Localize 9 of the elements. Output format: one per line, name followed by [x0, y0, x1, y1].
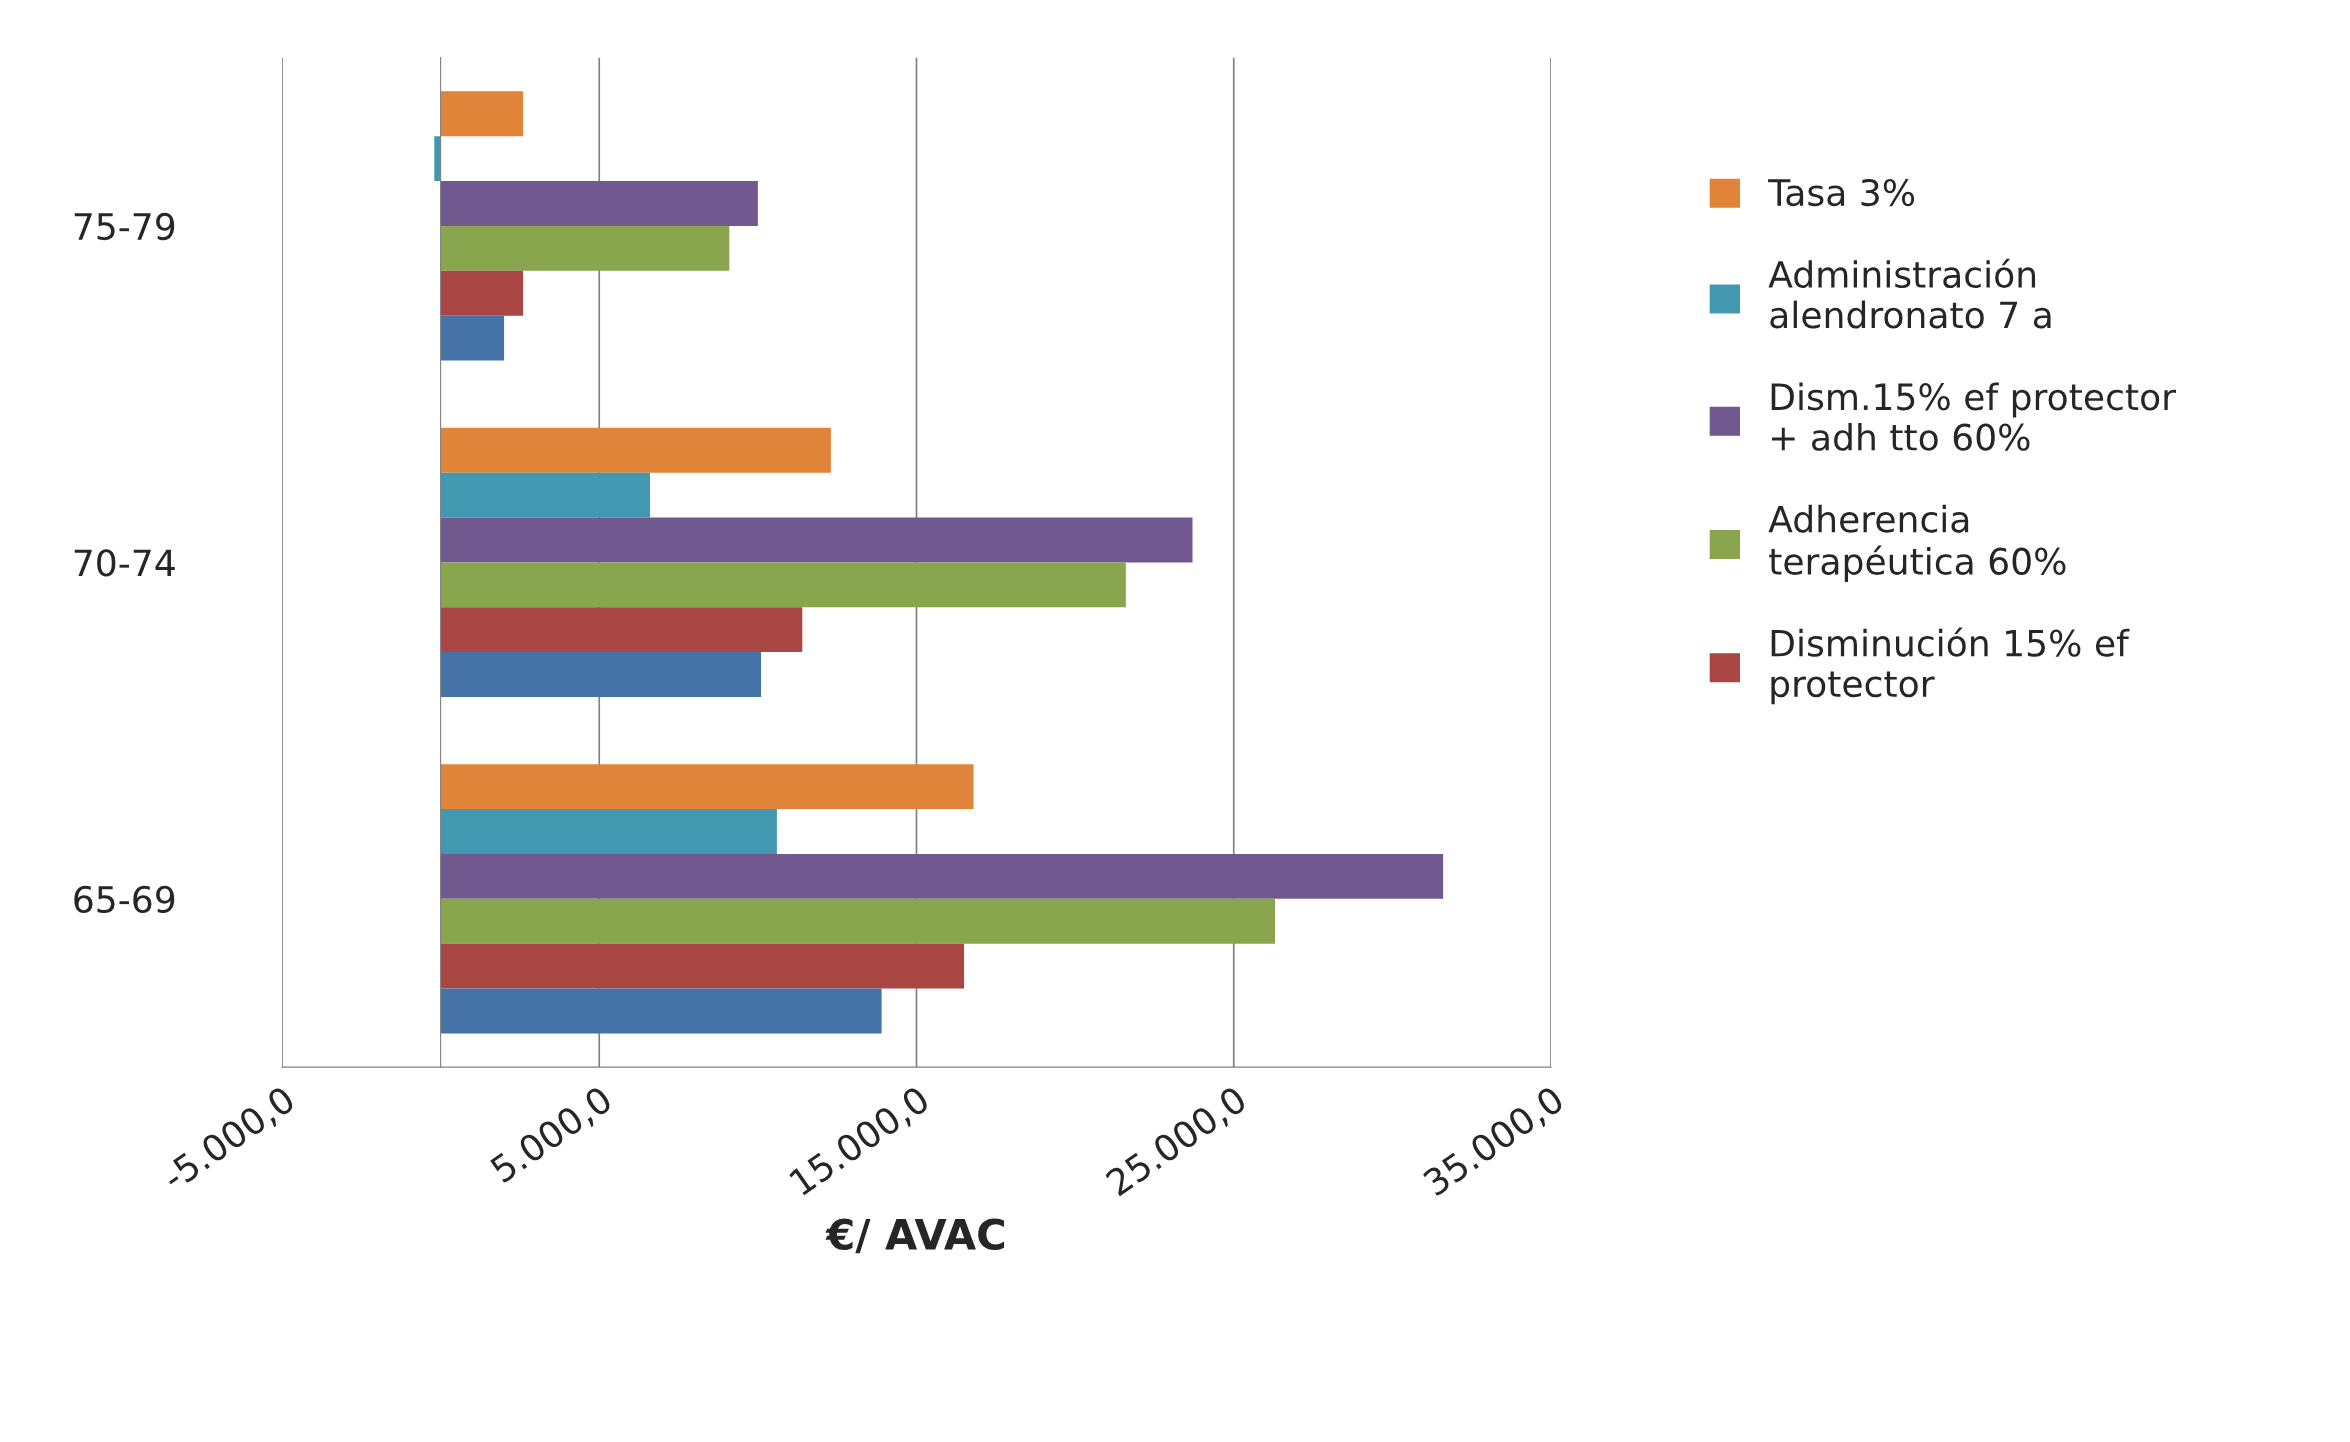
y-tick-label: 65-69 — [74, 885, 175, 914]
legend-label: Adherencia terapéutica 60% — [1768, 504, 2066, 582]
legend-label: Disminución 15% ef protector — [1771, 627, 2130, 705]
legend-label: Dism.15% ef protector + adh tto 60% — [1771, 382, 2177, 451]
y-tick-label: 75-79 — [74, 212, 175, 241]
y-tick-label: 70-74 — [74, 549, 175, 577]
legend-label: Administración alendronato 7 a — [1768, 258, 2051, 329]
x-axis-title: €/ AVAC — [825, 1218, 1005, 1254]
legend-label: Tasa 3% — [1768, 178, 1915, 207]
